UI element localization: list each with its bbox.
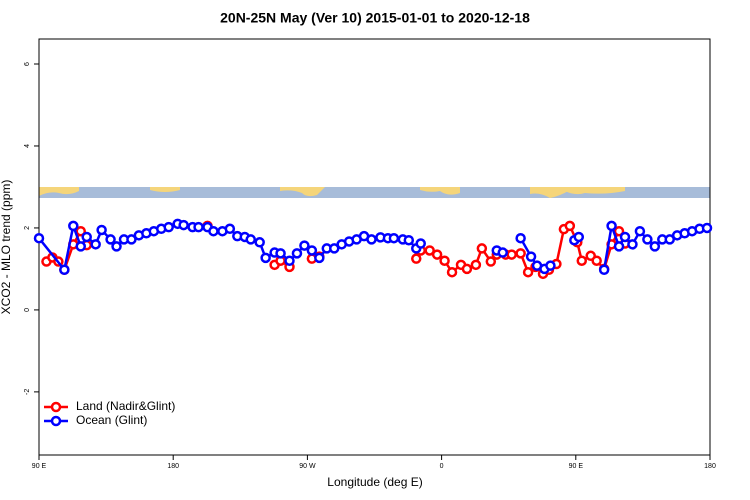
point (59, 264, 70, 275)
point (75, 225, 87, 237)
point (461, 263, 473, 275)
point (96, 224, 107, 236)
point (476, 243, 488, 254)
point (470, 259, 482, 271)
point (33, 232, 45, 244)
point (245, 234, 256, 245)
point (606, 220, 617, 232)
point (446, 266, 458, 278)
point (613, 241, 625, 252)
point (701, 222, 713, 234)
point (564, 220, 576, 232)
point (163, 221, 174, 233)
point (105, 234, 116, 245)
point (306, 245, 318, 256)
point (649, 241, 661, 252)
y-tick-label: 4 (24, 144, 31, 148)
x-tick-label: 0 (440, 463, 444, 470)
legend-label: Ocean (Glint) (76, 413, 147, 427)
point (525, 251, 537, 262)
point (598, 264, 610, 275)
plot-frame (38, 38, 711, 456)
point (506, 249, 517, 260)
legend-label: Land (Nadir&Glint) (76, 399, 175, 413)
point (314, 252, 325, 264)
point (573, 231, 585, 243)
point (431, 249, 443, 260)
point (90, 239, 101, 250)
point (424, 245, 435, 256)
point (515, 232, 526, 244)
legend-marker (50, 415, 62, 427)
point (388, 232, 400, 244)
point (208, 225, 219, 237)
y-tick-label: 6 (24, 62, 31, 66)
point (299, 240, 310, 251)
chart-title: 20N-25N May (Ver 10) 2015-01-01 to 2020-… (220, 10, 530, 26)
point (619, 231, 631, 243)
point (411, 253, 422, 264)
x-tick-label: 90 E (32, 463, 47, 470)
point (634, 225, 646, 237)
point (193, 221, 204, 233)
point (591, 255, 602, 266)
point (576, 255, 588, 266)
point (284, 255, 295, 266)
point (254, 237, 265, 248)
y-tick-label: 0 (24, 308, 31, 312)
point (111, 241, 122, 252)
point (522, 266, 534, 278)
point (275, 248, 286, 259)
point (497, 247, 508, 258)
legend-marker (50, 401, 62, 413)
point (291, 248, 303, 259)
y-tick-label: -2 (24, 389, 31, 395)
point (260, 252, 271, 264)
x-tick-label: 180 (704, 463, 716, 470)
point (439, 255, 450, 266)
point (485, 256, 497, 267)
point (627, 239, 638, 250)
point (515, 248, 526, 259)
y-tick-label: 2 (24, 226, 31, 230)
point (178, 219, 189, 231)
x-tick-label: 180 (167, 463, 179, 470)
point (224, 223, 236, 235)
point (366, 234, 377, 245)
y-axis-label: XCO2 - MLO trend (ppm) (0, 180, 13, 315)
x-axis-label: Longitude (deg E) (327, 475, 422, 489)
point (126, 234, 137, 245)
map-strip (39, 187, 710, 198)
point (68, 220, 79, 232)
point (545, 260, 556, 271)
point (81, 231, 92, 243)
point (403, 234, 415, 246)
x-tick-label: 90 E (569, 463, 584, 470)
point (642, 234, 653, 245)
point (664, 234, 675, 245)
point (328, 243, 340, 254)
x-tick-label: 90 W (299, 463, 316, 470)
point (75, 241, 87, 252)
point (613, 225, 625, 237)
point (415, 238, 426, 249)
